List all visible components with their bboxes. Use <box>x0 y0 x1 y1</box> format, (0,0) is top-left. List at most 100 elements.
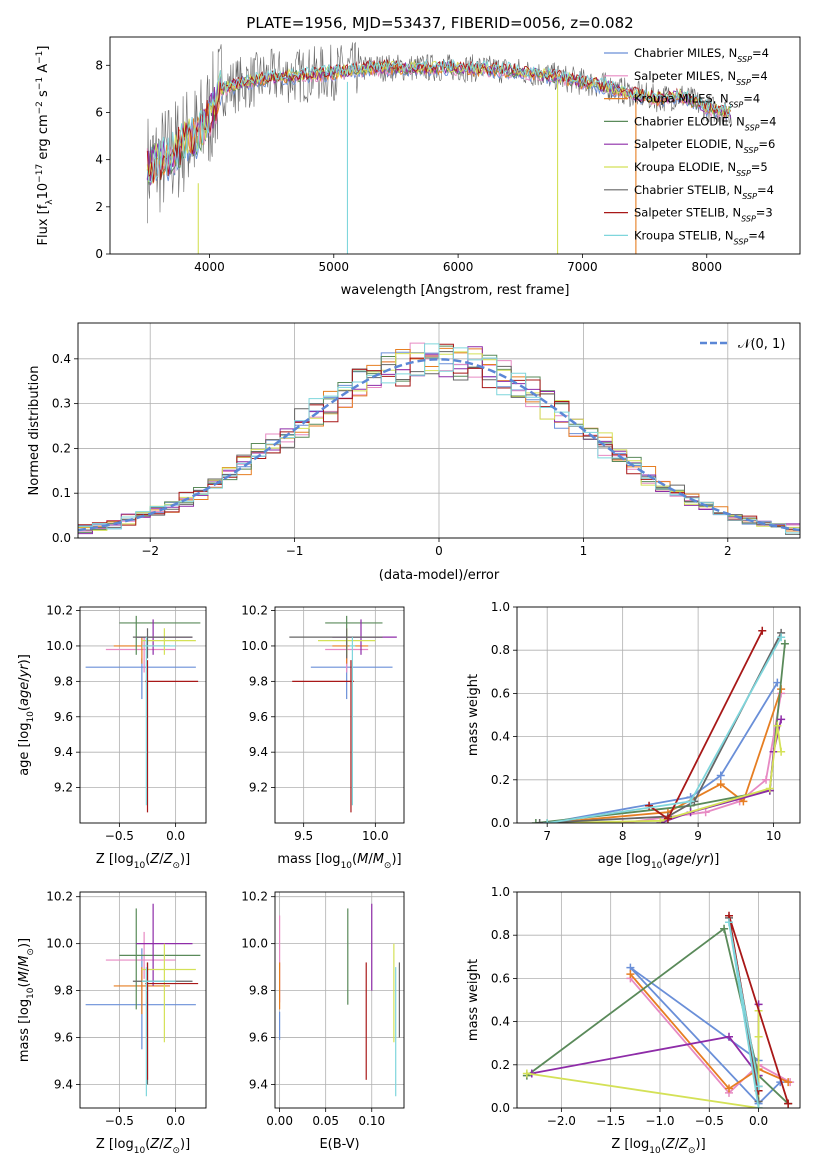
weight-marker <box>543 819 552 823</box>
y-tick-label: 0.3 <box>52 397 71 411</box>
y-tick-label: 0 <box>95 247 103 261</box>
x-tick-label: 0.0 <box>166 829 185 843</box>
y-tick-label: 0.2 <box>52 441 71 455</box>
legend-label: Chabrier ELODIE, NSSP=4 <box>634 114 776 131</box>
y-tick-label: 10.0 <box>46 937 73 951</box>
y-tick-label: 10.0 <box>241 937 268 951</box>
residual-histograms <box>78 342 800 535</box>
axes-mass_vs_Z: −0.5 0.0 9.4 9.6 9.8 10.0 10.2 <box>46 890 206 1128</box>
residuals-xlabel: (data-model)/error <box>379 568 500 583</box>
y-tick-label: 2 <box>95 200 103 214</box>
x-tick-label: 0 <box>435 544 443 558</box>
y-tick-label: 9.2 <box>54 781 73 795</box>
weight-line-chabrier-elodie <box>535 643 786 823</box>
y-tick-label: 9.8 <box>54 674 73 688</box>
y-tick-label: 9.6 <box>249 710 268 724</box>
y-tick-label: 0.1 <box>52 486 71 500</box>
legend-label: Kroupa ELODIE, NSSP=5 <box>634 160 768 178</box>
y-tick-label: 0.4 <box>52 352 71 366</box>
y-tick-label: 0.4 <box>491 730 510 744</box>
axes-frame-age_vs_Z <box>79 606 207 824</box>
weight_vs_age-xlabel: age [log10(age/yr)] <box>598 852 720 871</box>
errorbars-age_vs_mass <box>289 615 397 813</box>
legend-label: Salpeter ELODIE, NSSP=6 <box>634 137 775 155</box>
weight-marker <box>716 771 725 780</box>
weight_vs_Z-xlabel: Z [log10(Z/Z⊙)] <box>611 1137 705 1156</box>
y-tick-label: 9.4 <box>54 745 73 759</box>
x-tick-label: 6000 <box>443 260 474 274</box>
x-tick-label: 0.10 <box>358 1114 385 1128</box>
y-tick-label: 9.2 <box>249 781 268 795</box>
weight-marker <box>777 747 786 756</box>
y-tick-label: 6 <box>95 105 103 119</box>
legend-label: Salpeter MILES, NSSP=4 <box>634 69 768 87</box>
weight-marker <box>725 1084 734 1093</box>
y-tick-label: 10.2 <box>241 604 268 618</box>
axes-age_vs_mass: 9.5 10.0 9.2 9.4 9.6 9.8 10.0 10.2 <box>241 604 404 843</box>
legend-label-gaussian: 𝒩(0, 1) <box>738 337 785 352</box>
x-tick-label: 0.00 <box>266 1114 293 1128</box>
weight-marker <box>754 1032 763 1041</box>
x-tick-label: −0.5 <box>695 1114 724 1128</box>
weight-marker <box>765 784 774 793</box>
x-tick-label: 8 <box>619 829 627 843</box>
weight-line-kroupa-stelib <box>728 922 760 1108</box>
x-tick-label: 7 <box>543 829 551 843</box>
y-tick-label: 9.4 <box>54 1078 73 1092</box>
y-tick-label: 0.0 <box>52 531 71 545</box>
y-tick-label: 1.0 <box>491 600 510 614</box>
weight_vs_Z-ylabel: mass weight <box>466 959 481 1041</box>
y-tick-label: 10.2 <box>46 604 73 618</box>
age_vs_mass-xlabel: mass [log10(M/M⊙)] <box>277 852 401 871</box>
x-tick-label: 0.0 <box>749 1114 768 1128</box>
y-tick-label: 0.8 <box>491 928 510 942</box>
legend-label: Salpeter STELIB, NSSP=3 <box>634 206 773 224</box>
weight-marker <box>725 918 734 927</box>
weight-marker <box>777 715 786 724</box>
axes-frame-spectrum <box>109 36 801 255</box>
weight-marker <box>535 819 544 823</box>
axes-frame-mass_vs_Z <box>79 891 207 1109</box>
x-tick-label: −0.5 <box>105 829 134 843</box>
age_vs_Z-xlabel: Z [log10(Z/Z⊙)] <box>96 852 190 871</box>
gaussian-curve <box>78 358 800 532</box>
weight-marker <box>720 924 729 933</box>
y-tick-label: 0.2 <box>491 1058 510 1072</box>
axes-frame-age_vs_mass <box>274 606 405 824</box>
weight-marker <box>739 797 748 806</box>
weight-marker <box>754 1082 763 1091</box>
y-tick-label: 0.0 <box>491 816 510 830</box>
y-tick-label: 9.6 <box>54 710 73 724</box>
weight-marker <box>663 814 672 823</box>
errorbars-age_vs_Z <box>85 615 201 813</box>
x-tick-label: 10 <box>766 829 781 843</box>
x-tick-label: 10.0 <box>362 829 389 843</box>
y-tick-label: 9.8 <box>54 984 73 998</box>
y-tick-label: 0.6 <box>491 686 510 700</box>
spectrum-legend: Chabrier MILES, NSSP=4 Salpeter MILES, NS… <box>604 46 776 246</box>
x-tick-label: 8000 <box>691 260 722 274</box>
axes-frame-weight_vs_Z <box>516 891 801 1109</box>
y-tick-label: 4 <box>95 153 103 167</box>
x-tick-label: 9.5 <box>294 829 313 843</box>
weight_vs_age-ylabel: mass weight <box>466 674 481 756</box>
weight-marker <box>725 1032 734 1041</box>
spectrum-ylabel: Flux [fλ10−17 erg cm−2 s−1 A−1] <box>35 46 55 246</box>
x-tick-label: 5000 <box>319 260 350 274</box>
chart-panels: 4000 5000 6000 7000 8000 0 2 4 6 8 Chabrier MILES,… <box>17 36 801 1156</box>
weight-marker <box>686 797 695 806</box>
weight-marker <box>716 780 725 789</box>
x-tick-label: 1 <box>580 544 588 558</box>
y-tick-label: 9.6 <box>249 1031 268 1045</box>
weight-line-kroupa-elodie <box>526 1010 760 1108</box>
x-tick-label: 7000 <box>567 260 598 274</box>
y-tick-label: 9.4 <box>249 745 268 759</box>
y-tick-label: 8 <box>95 58 103 72</box>
y-tick-label: 0.8 <box>491 643 510 657</box>
y-tick-label: 0.4 <box>491 1015 510 1029</box>
y-tick-label: 9.8 <box>249 984 268 998</box>
errorbars-mass_vs_ebv <box>279 903 400 1097</box>
axes-frame-weight_vs_age <box>516 606 801 824</box>
weight-marker <box>780 639 789 648</box>
weight-line-chabrier-elodie <box>526 927 789 1105</box>
